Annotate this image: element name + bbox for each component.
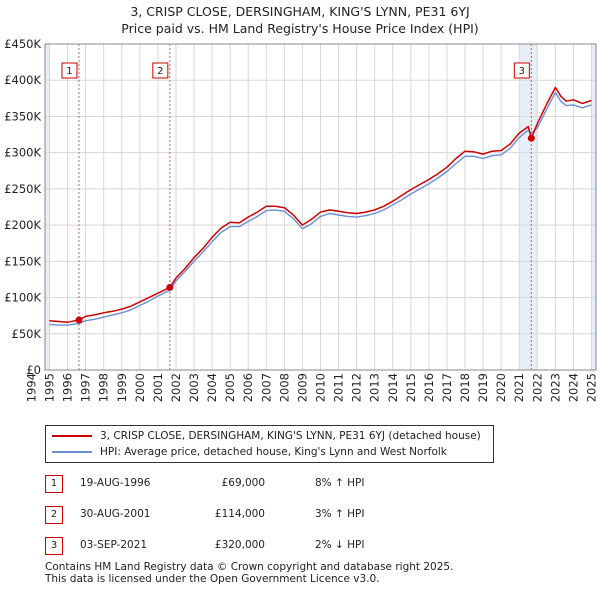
transaction-date: 19-AUG-1996	[80, 477, 151, 489]
x-tick-label: 2016	[422, 373, 436, 402]
price-chart: 1 2 3 £0 £50K £100K £150K £200K £250K £300K £350K £…	[4, 37, 598, 402]
y-tick-label: £0	[26, 363, 41, 377]
transaction-hpi-diff: 2% ↓ HPI	[315, 539, 365, 551]
y-tick-label: £100K	[4, 291, 41, 305]
x-tick-label: 2014	[386, 373, 400, 402]
y-tick-label: £400K	[4, 73, 41, 87]
transaction-hpi-diff: 3% ↑ HPI	[315, 508, 365, 520]
x-tick-label: 1994	[24, 373, 38, 402]
footer-licence: This data is licensed under the Open Gov…	[45, 573, 380, 585]
chart-title-line2: Price paid vs. HM Land Registry's House …	[121, 21, 479, 36]
transaction-date: 30-AUG-2001	[80, 508, 151, 520]
chart-title-line1: 3, CRISP CLOSE, DERSINGHAM, KING'S LYNN,…	[130, 4, 470, 19]
x-tick-label: 1996	[61, 373, 75, 402]
footer-copyright: Contains HM Land Registry data © Crown c…	[45, 561, 454, 573]
shaded-period	[591, 44, 596, 370]
x-tick-label: 2006	[241, 373, 255, 402]
annotation-box	[513, 62, 530, 79]
x-tick-label: 2019	[476, 373, 490, 402]
transaction-number-badge: 1	[45, 475, 63, 493]
x-tick-label: 2008	[277, 373, 291, 402]
annotation-label: 3	[519, 66, 525, 77]
transaction-price: £114,000	[214, 508, 265, 520]
transaction-price: £320,000	[214, 539, 265, 551]
x-tick-label: 2001	[151, 373, 165, 402]
transaction-row: 3 03-SEP-2021 £320,000 2% ↓ HPI	[45, 536, 545, 556]
legend-label-property: 3, CRISP CLOSE, DERSINGHAM, KING'S LYNN,…	[100, 430, 481, 442]
x-tick-label: 2002	[169, 373, 183, 402]
x-tick-label: 2003	[187, 373, 201, 402]
transaction-row: 2 30-AUG-2001 £114,000 3% ↑ HPI	[45, 505, 545, 525]
y-tick-label: £150K	[4, 254, 41, 268]
y-tick-label: £200K	[4, 218, 41, 232]
transaction-date: 03-SEP-2021	[80, 539, 148, 551]
x-tick-label: 2022	[530, 373, 544, 402]
transaction-price: £69,000	[221, 477, 265, 489]
x-tick-label: 1998	[97, 373, 111, 402]
x-tick-label: 2018	[458, 373, 472, 402]
x-tick-label: 2020	[494, 373, 508, 402]
x-tick-label: 2024	[566, 373, 580, 402]
legend-swatch-property	[52, 435, 92, 437]
annotation-box	[152, 62, 169, 79]
transaction-number-badge: 3	[45, 537, 63, 555]
series-line-hpi	[49, 91, 592, 326]
x-tick-label: 2004	[205, 373, 219, 402]
x-tick-label: 2011	[332, 373, 346, 402]
y-tick-label: £250K	[4, 182, 41, 196]
legend-item-hpi: HPI: Average price, detached house, King…	[52, 444, 447, 460]
y-tick-label: £350K	[4, 109, 41, 123]
x-tick-label: 2007	[259, 373, 273, 402]
annotation-label: 1	[66, 66, 72, 77]
annotation-label: 2	[157, 66, 163, 77]
legend-item-property: 3, CRISP CLOSE, DERSINGHAM, KING'S LYNN,…	[52, 428, 481, 444]
annotation-box	[61, 62, 78, 79]
plot-frame	[44, 43, 597, 371]
x-tick-label: 2013	[368, 373, 382, 402]
sale-point-marker	[75, 316, 83, 324]
sale-point-marker	[527, 134, 535, 142]
x-tick-label: 1999	[115, 373, 129, 402]
x-tick-label: 1995	[43, 373, 57, 402]
x-tick-label: 2025	[584, 373, 598, 402]
x-tick-label: 1997	[79, 373, 93, 402]
y-tick-label: £450K	[4, 37, 41, 51]
transaction-row: 1 19-AUG-1996 £69,000 8% ↑ HPI	[45, 474, 545, 494]
x-tick-label: 2023	[548, 373, 562, 402]
x-tick-label: 2015	[404, 373, 418, 402]
shaded-period	[45, 44, 50, 370]
chart-legend: 3, CRISP CLOSE, DERSINGHAM, KING'S LYNN,…	[45, 425, 494, 463]
x-tick-label: 2021	[512, 373, 526, 402]
legend-label-hpi: HPI: Average price, detached house, King…	[100, 446, 447, 458]
sale-point-marker	[166, 283, 174, 291]
x-tick-label: 2017	[440, 373, 454, 402]
shaded-period	[519, 44, 538, 370]
transaction-number-badge: 2	[45, 506, 63, 524]
x-tick-label: 2009	[295, 373, 309, 402]
x-tick-label: 2012	[350, 373, 364, 402]
series-line-property	[49, 86, 592, 323]
x-tick-label: 2005	[223, 373, 237, 402]
transaction-hpi-diff: 8% ↑ HPI	[315, 477, 365, 489]
legend-swatch-hpi	[52, 451, 92, 453]
x-tick-label: 2010	[314, 373, 328, 402]
y-tick-label: £300K	[4, 146, 41, 160]
y-tick-label: £50K	[12, 327, 42, 341]
x-tick-label: 2000	[133, 373, 147, 402]
